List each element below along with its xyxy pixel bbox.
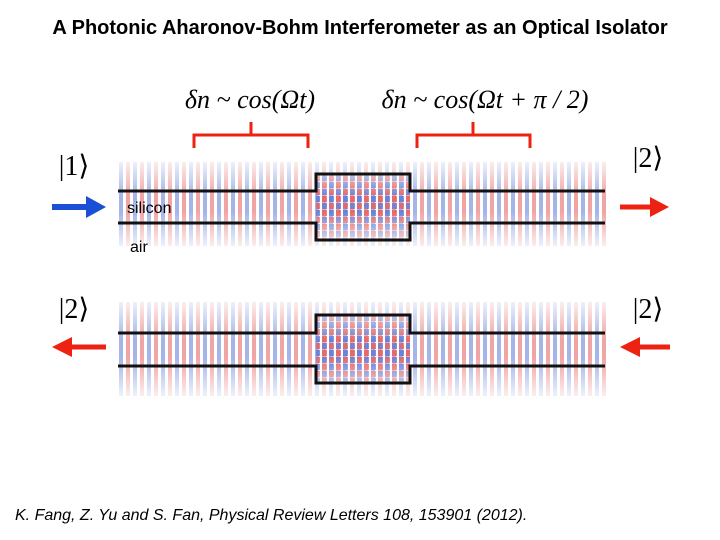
state-label: |2⟩: [59, 294, 90, 325]
citation: K. Fang, Z. Yu and S. Fan, Physical Revi…: [15, 507, 528, 524]
arrow: [52, 196, 670, 357]
equation: δn ~ cos(Ωt): [185, 85, 315, 114]
bracket: [192, 122, 532, 148]
state-label: |1⟩: [59, 151, 90, 182]
material-label: air: [130, 239, 148, 256]
field-bottom: [118, 302, 608, 396]
state-label: |2⟩: [633, 143, 664, 174]
waveguide: [118, 313, 605, 385]
material-label: silicon: [127, 200, 171, 217]
waveguide: [118, 172, 605, 242]
state-label: |2⟩: [633, 294, 664, 325]
equation: δn ~ cos(Ωt + π / 2): [382, 85, 589, 114]
field-top: [118, 162, 608, 246]
title: A Photonic Aharonov-Bohm Interferometer …: [52, 17, 668, 39]
